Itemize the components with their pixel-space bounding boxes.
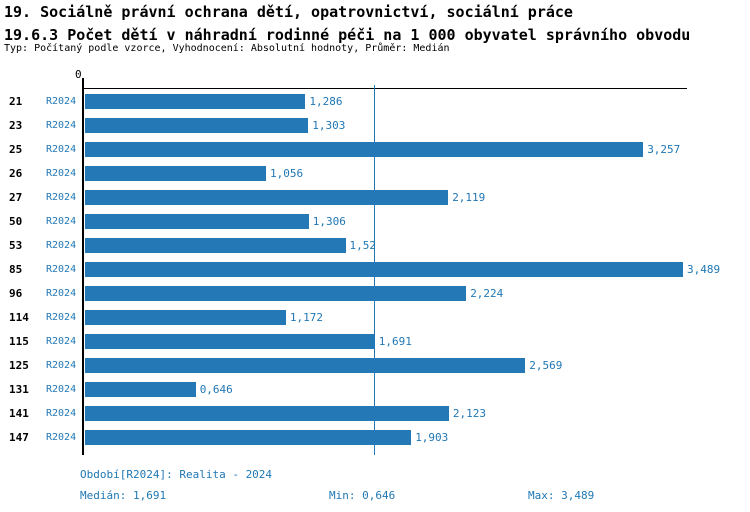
row-series-label: R2024: [46, 288, 77, 299]
row-category-label: 25: [9, 143, 23, 156]
max-stat-label: Max: 3,489: [528, 489, 595, 502]
period-label: Období[R2024]: Realita - 2024: [80, 468, 273, 481]
row-category-label: 114: [9, 311, 29, 324]
row-category-label: 141: [9, 407, 29, 420]
row-category-label: 147: [9, 431, 29, 444]
bar[interactable]: [85, 334, 375, 349]
bar-value-label: 1,286: [309, 95, 343, 108]
table-row: 141 R2024 2,123: [0, 402, 750, 426]
chart-rows: 21 R2024 1,286 23 R2024 1,303 25 R2024 3,257 26 R2…: [0, 90, 750, 450]
row-series-label: R2024: [46, 408, 77, 419]
row-category-label: 85: [9, 263, 23, 276]
page-subtitle: 19.6.3 Počet dětí v náhradní rodinné péč…: [4, 26, 691, 44]
table-row: 27 R2024 2,119: [0, 186, 750, 210]
bar[interactable]: [85, 142, 644, 157]
row-series-label: R2024: [46, 432, 77, 443]
table-row: 131 R2024 0,646: [0, 378, 750, 402]
row-series-label: R2024: [46, 144, 77, 155]
bar-value-label: 3,257: [647, 143, 681, 156]
bar-value-label: 2,224: [470, 287, 504, 300]
row-category-label: 21: [9, 95, 23, 108]
axis-zero-label: 0: [75, 68, 82, 81]
row-series-label: R2024: [46, 96, 77, 107]
axis-left-line: [82, 78, 84, 455]
bar-value-label: 1,691: [378, 335, 412, 348]
page-title: 19. Sociálně právní ochrana dětí, opatro…: [4, 3, 573, 21]
bar-value-label: 1,172: [289, 311, 324, 324]
bar[interactable]: [85, 358, 526, 373]
row-series-label: R2024: [46, 168, 77, 179]
row-category-label: 131: [9, 383, 29, 396]
bar[interactable]: [85, 214, 309, 229]
bar-value-label: 1,306: [312, 215, 346, 228]
table-row: 114 R2024 1,172: [0, 306, 750, 330]
bar[interactable]: [85, 166, 266, 181]
bar-value-label: 2,123: [452, 407, 487, 420]
table-row: 115 R2024 1,691: [0, 330, 750, 354]
bar-value-label: 1,056: [270, 167, 304, 180]
row-category-label: 125: [9, 359, 29, 372]
table-row: 21 R2024 1,286: [0, 90, 750, 114]
row-series-label: R2024: [46, 120, 77, 131]
bar-value-label: 3,489: [687, 263, 721, 276]
bar-value-label: 0,646: [199, 383, 233, 396]
bar-value-label: 1,903: [415, 431, 449, 444]
table-row: 96 R2024 2,224: [0, 282, 750, 306]
bar-value-label: 2,569: [529, 359, 563, 372]
table-row: 23 R2024 1,303: [0, 114, 750, 138]
row-category-label: 27: [9, 191, 23, 204]
row-series-label: R2024: [46, 312, 77, 323]
row-series-label: R2024: [46, 216, 77, 227]
row-category-label: 23: [9, 119, 23, 132]
row-series-label: R2024: [46, 240, 77, 251]
bar-value-label: 2,119: [452, 191, 486, 204]
row-series-label: R2024: [46, 192, 77, 203]
table-row: 85 R2024 3,489: [0, 258, 750, 282]
bar[interactable]: [85, 286, 467, 301]
min-stat-label: Min: 0,646: [329, 489, 396, 502]
row-category-label: 53: [9, 239, 23, 252]
row-series-label: R2024: [46, 360, 77, 371]
row-category-label: 26: [9, 167, 23, 180]
bar-value-label: 1,52: [349, 239, 377, 252]
bar[interactable]: [85, 238, 346, 253]
row-series-label: R2024: [46, 384, 77, 395]
row-series-label: R2024: [46, 336, 77, 347]
bar[interactable]: [85, 430, 412, 445]
table-row: 25 R2024 3,257: [0, 138, 750, 162]
bar[interactable]: [85, 310, 286, 325]
bar[interactable]: [85, 406, 449, 421]
table-row: 125 R2024 2,569: [0, 354, 750, 378]
row-category-label: 50: [9, 215, 23, 228]
median-stat-label: Medián: 1,691: [80, 489, 167, 502]
bar[interactable]: [85, 382, 196, 397]
row-category-label: 96: [9, 287, 23, 300]
bar[interactable]: [85, 262, 683, 277]
bar[interactable]: [85, 94, 306, 109]
row-category-label: 115: [9, 335, 29, 348]
bar-value-label: 1,303: [312, 119, 346, 132]
table-row: 147 R2024 1,903: [0, 426, 750, 450]
bar[interactable]: [85, 118, 309, 133]
row-series-label: R2024: [46, 264, 77, 275]
bar[interactable]: [85, 190, 449, 205]
axis-top-line: [84, 88, 687, 89]
table-row: 53 R2024 1,52: [0, 234, 750, 258]
chart-meta-line: Typ: Počítaný podle vzorce, Vyhodnocení:…: [4, 43, 450, 54]
table-row: 50 R2024 1,306: [0, 210, 750, 234]
table-row: 26 R2024 1,056: [0, 162, 750, 186]
